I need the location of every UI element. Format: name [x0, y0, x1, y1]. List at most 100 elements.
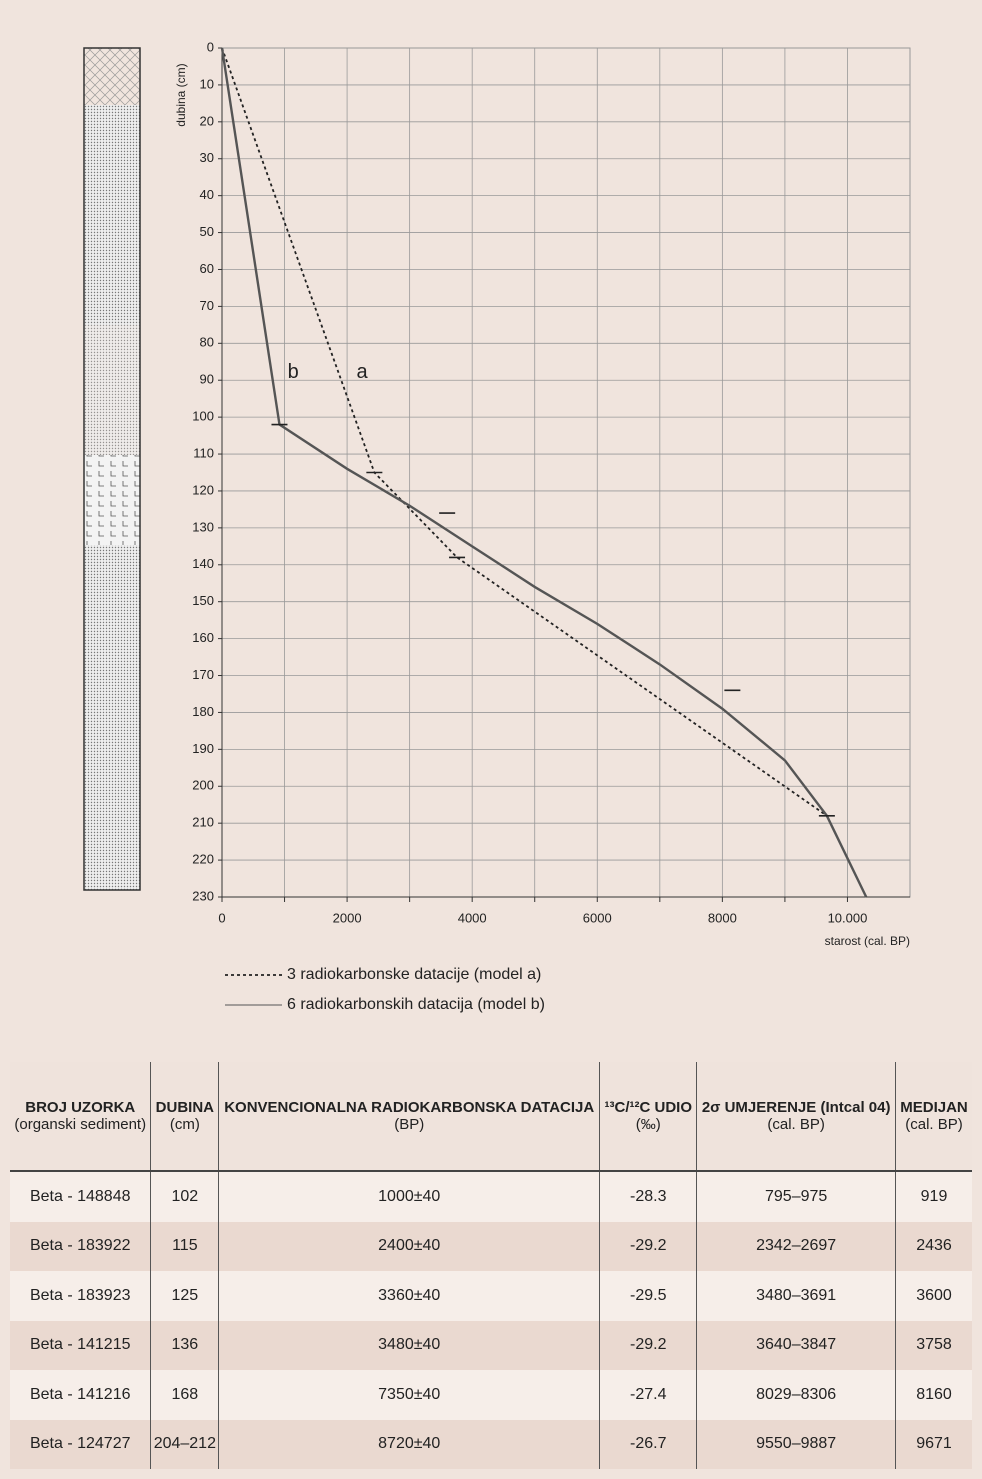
x-tick-label: 8000	[708, 910, 737, 925]
data-table: BROJ UZORKA (organski sediment) DUBINA (cm)…	[10, 1062, 972, 1469]
y-tick-label: 90	[200, 372, 214, 387]
table-row: Beta - 183922 115 2400±40 -29.2 2342–2697 243…	[10, 1221, 972, 1271]
header-cell: DUBINA (cm)	[150, 1062, 220, 1172]
header-normal: (BP)	[394, 1116, 425, 1133]
y-tick-label: 30	[200, 150, 214, 165]
y-tick-label: 150	[192, 593, 214, 608]
table-row: Beta - 141216 168 7350±40 -27.4 8029–8306 816…	[10, 1370, 972, 1420]
series-line	[220, 47, 868, 898]
table-cell: 3480±40	[218, 1320, 601, 1370]
table-cell: 125	[150, 1271, 220, 1321]
table-cell: Beta - 141215	[10, 1320, 152, 1370]
table-cell: 2400±40	[218, 1221, 601, 1271]
table-cell: 3360±40	[218, 1271, 601, 1321]
table-cell: 102	[150, 1171, 220, 1222]
table-cell: -29.2	[599, 1221, 698, 1271]
y-tick-label: 160	[192, 630, 214, 645]
y-tick-label: 10	[200, 76, 214, 91]
header-bold: ¹³C/¹²C UDIO	[604, 1099, 693, 1116]
table-cell: -29.5	[599, 1271, 698, 1321]
table-cell: Beta - 183922	[10, 1221, 152, 1271]
table-cell: Beta - 141216	[10, 1370, 152, 1420]
table-cell: 3480–3691	[696, 1271, 897, 1321]
header-normal: (‰)	[635, 1116, 661, 1133]
table-cell: 136	[150, 1320, 220, 1370]
y-tick-label: 190	[192, 741, 214, 756]
header-bold: BROJ UZORKA	[25, 1099, 136, 1116]
table-cell: 8720±40	[218, 1419, 601, 1469]
x-tick-label: 0	[218, 910, 225, 925]
y-tick-label: 60	[200, 261, 214, 276]
header-cell: BROJ UZORKA (organski sediment)	[10, 1062, 152, 1172]
table-row: Beta - 124727 204–212 8720±40 -26.7 9550–988…	[10, 1419, 972, 1469]
y-tick-label: 230	[192, 888, 214, 903]
header-normal: (cal. BP)	[767, 1116, 825, 1133]
y-tick-label: 120	[192, 482, 214, 497]
table-cell: Beta - 148848	[10, 1171, 152, 1222]
table-cell: 115	[150, 1221, 220, 1271]
table-cell: 9550–9887	[696, 1419, 897, 1469]
table-cell: 3600	[895, 1271, 972, 1321]
y-tick-label: 220	[192, 852, 214, 867]
table-cell: 2436	[895, 1221, 972, 1271]
annotation: b	[288, 361, 299, 383]
header-bold: KONVENCIONALNA RADIOKARBONSKA DATACIJA	[224, 1099, 595, 1116]
x-tick-label: 6000	[583, 910, 612, 925]
y-tick-label: 20	[200, 113, 214, 128]
table-cell: 3758	[895, 1320, 972, 1370]
table-cell: 2342–2697	[696, 1221, 897, 1271]
table-cell: -29.2	[599, 1320, 698, 1370]
x-tick-label: 4000	[458, 910, 487, 925]
header-normal: (cal. BP)	[905, 1116, 963, 1133]
table-row: Beta - 148848 102 1000±40 -28.3 795–975 919	[10, 1171, 972, 1222]
y-tick-label: 80	[200, 335, 214, 350]
header-normal: (organski sediment)	[14, 1116, 147, 1133]
table-cell: 8029–8306	[696, 1370, 897, 1420]
y-tick-label: 0	[207, 39, 214, 54]
y-axis-label: dubina (cm)	[174, 63, 188, 126]
y-tick-label: 200	[192, 778, 214, 793]
table-cell: Beta - 183923	[10, 1271, 152, 1321]
table-cell: 204–212	[150, 1419, 220, 1469]
y-tick-label: 110	[193, 445, 214, 460]
header-bold: DUBINA	[155, 1099, 214, 1116]
y-tick-label: 180	[192, 704, 214, 719]
header-normal: (cm)	[169, 1116, 200, 1133]
table-cell: 9671	[895, 1419, 972, 1469]
header-cell: KONVENCIONALNA RADIOKARBONSKA DATACIJA (B…	[218, 1062, 601, 1172]
table-cell: 168	[150, 1370, 220, 1420]
y-tick-label: 210	[192, 815, 214, 830]
table-cell: -27.4	[599, 1370, 698, 1420]
table-cell: 1000±40	[218, 1171, 601, 1222]
y-tick-label: 50	[200, 224, 214, 239]
table-cell: 8160	[895, 1370, 972, 1420]
plot-area	[221, 47, 911, 898]
y-tick-label: 170	[192, 667, 214, 682]
table-cell: 3640–3847	[696, 1320, 897, 1370]
chart: dubina (cm) starost (cal. BP) 0 10 20 30 40 5…	[83, 39, 911, 1013]
table-cell: 795–975	[696, 1171, 897, 1222]
y-tick-label: 40	[200, 187, 214, 202]
x-axis-label: starost (cal. BP)	[825, 934, 910, 948]
header-cell: 2σ UMJERENJE (Intcal 04) (cal. BP)	[696, 1062, 897, 1172]
y-tick-label: 130	[192, 519, 214, 534]
table-cell: 7350±40	[218, 1370, 601, 1420]
strat-column	[83, 47, 141, 891]
table-row: Beta - 141215 136 3480±40 -29.2 3640–3847 375…	[10, 1320, 972, 1370]
y-tick-label: 70	[200, 298, 214, 313]
table-row: Beta - 183923 125 3360±40 -29.5 3480–3691 360…	[10, 1271, 972, 1321]
x-tick-label: 10.000	[828, 910, 868, 925]
y-tick-label: 100	[192, 409, 214, 424]
header-bold: MEDIJAN	[900, 1099, 968, 1116]
header-bold: 2σ UMJERENJE (Intcal 04)	[701, 1099, 891, 1116]
header-cell: ¹³C/¹²C UDIO (‰)	[599, 1062, 698, 1172]
table-cell: Beta - 124727	[10, 1419, 152, 1469]
legend-label: 3 radiokarbonske datacije (model a)	[287, 966, 541, 983]
table-cell: 919	[895, 1171, 972, 1222]
y-tick-label: 140	[192, 556, 214, 571]
series-line	[221, 47, 828, 817]
x-tick-label: 2000	[333, 910, 362, 925]
table-cell: -26.7	[599, 1419, 698, 1469]
table-cell: -28.3	[599, 1171, 698, 1222]
